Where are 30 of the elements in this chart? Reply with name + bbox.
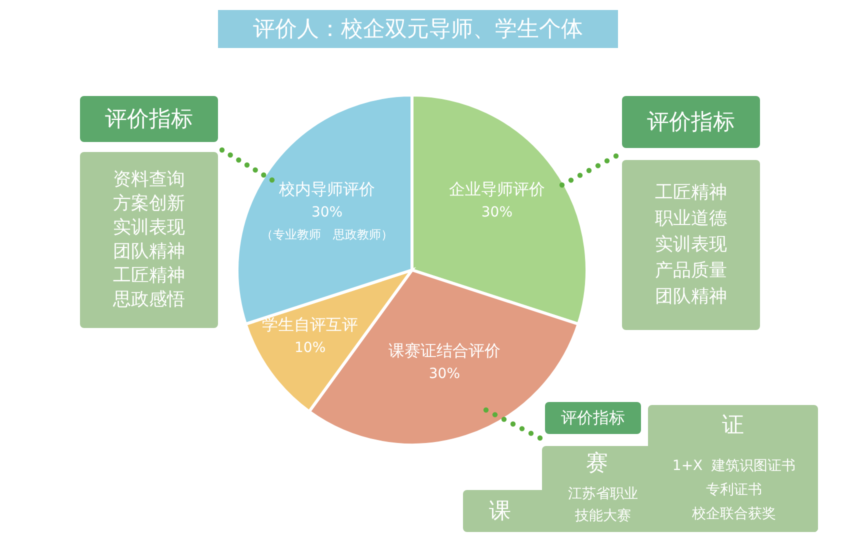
data-label: 30% — [311, 204, 343, 220]
text: 专利证书 — [706, 481, 762, 500]
text: 职业道德 — [655, 207, 727, 231]
text: 课 — [488, 498, 512, 526]
text: 校企联合获奖 — [692, 505, 776, 524]
slice-label: 校内导师评价 — [278, 179, 376, 198]
text: 评价指标 — [545, 402, 641, 434]
slice-label: 课赛证结合评价 — [388, 340, 500, 360]
text: 团队精神 — [113, 240, 185, 264]
chart-title: 评价人：校企双元导师、学生个体 — [218, 10, 618, 48]
text: 评价指标 — [80, 96, 218, 142]
text: 工匠精神 — [655, 181, 727, 205]
text: （专业教师 思政教师） — [261, 227, 394, 242]
text: 评价指标 — [622, 96, 760, 148]
text: 工匠精神 — [113, 264, 185, 288]
text: 实训表现 — [113, 216, 185, 240]
text: 赛 — [585, 450, 609, 478]
text: 团队精神 — [655, 285, 727, 309]
text: 产品质量 — [655, 259, 727, 283]
text: 证 — [721, 412, 745, 440]
text: 方案创新 — [113, 192, 185, 216]
data-label: 30% — [428, 366, 460, 382]
text: 江苏省职业技能大赛 — [567, 485, 639, 526]
text: 1+X 建筑识图证书 — [672, 457, 796, 476]
data-label: 30% — [481, 204, 513, 220]
text: 资料查询 — [113, 168, 185, 192]
data-label: 10% — [294, 340, 326, 356]
text: 实训表现 — [655, 233, 727, 257]
text: 思政感悟 — [113, 288, 185, 312]
slice-label: 企业导师评价 — [448, 179, 545, 198]
